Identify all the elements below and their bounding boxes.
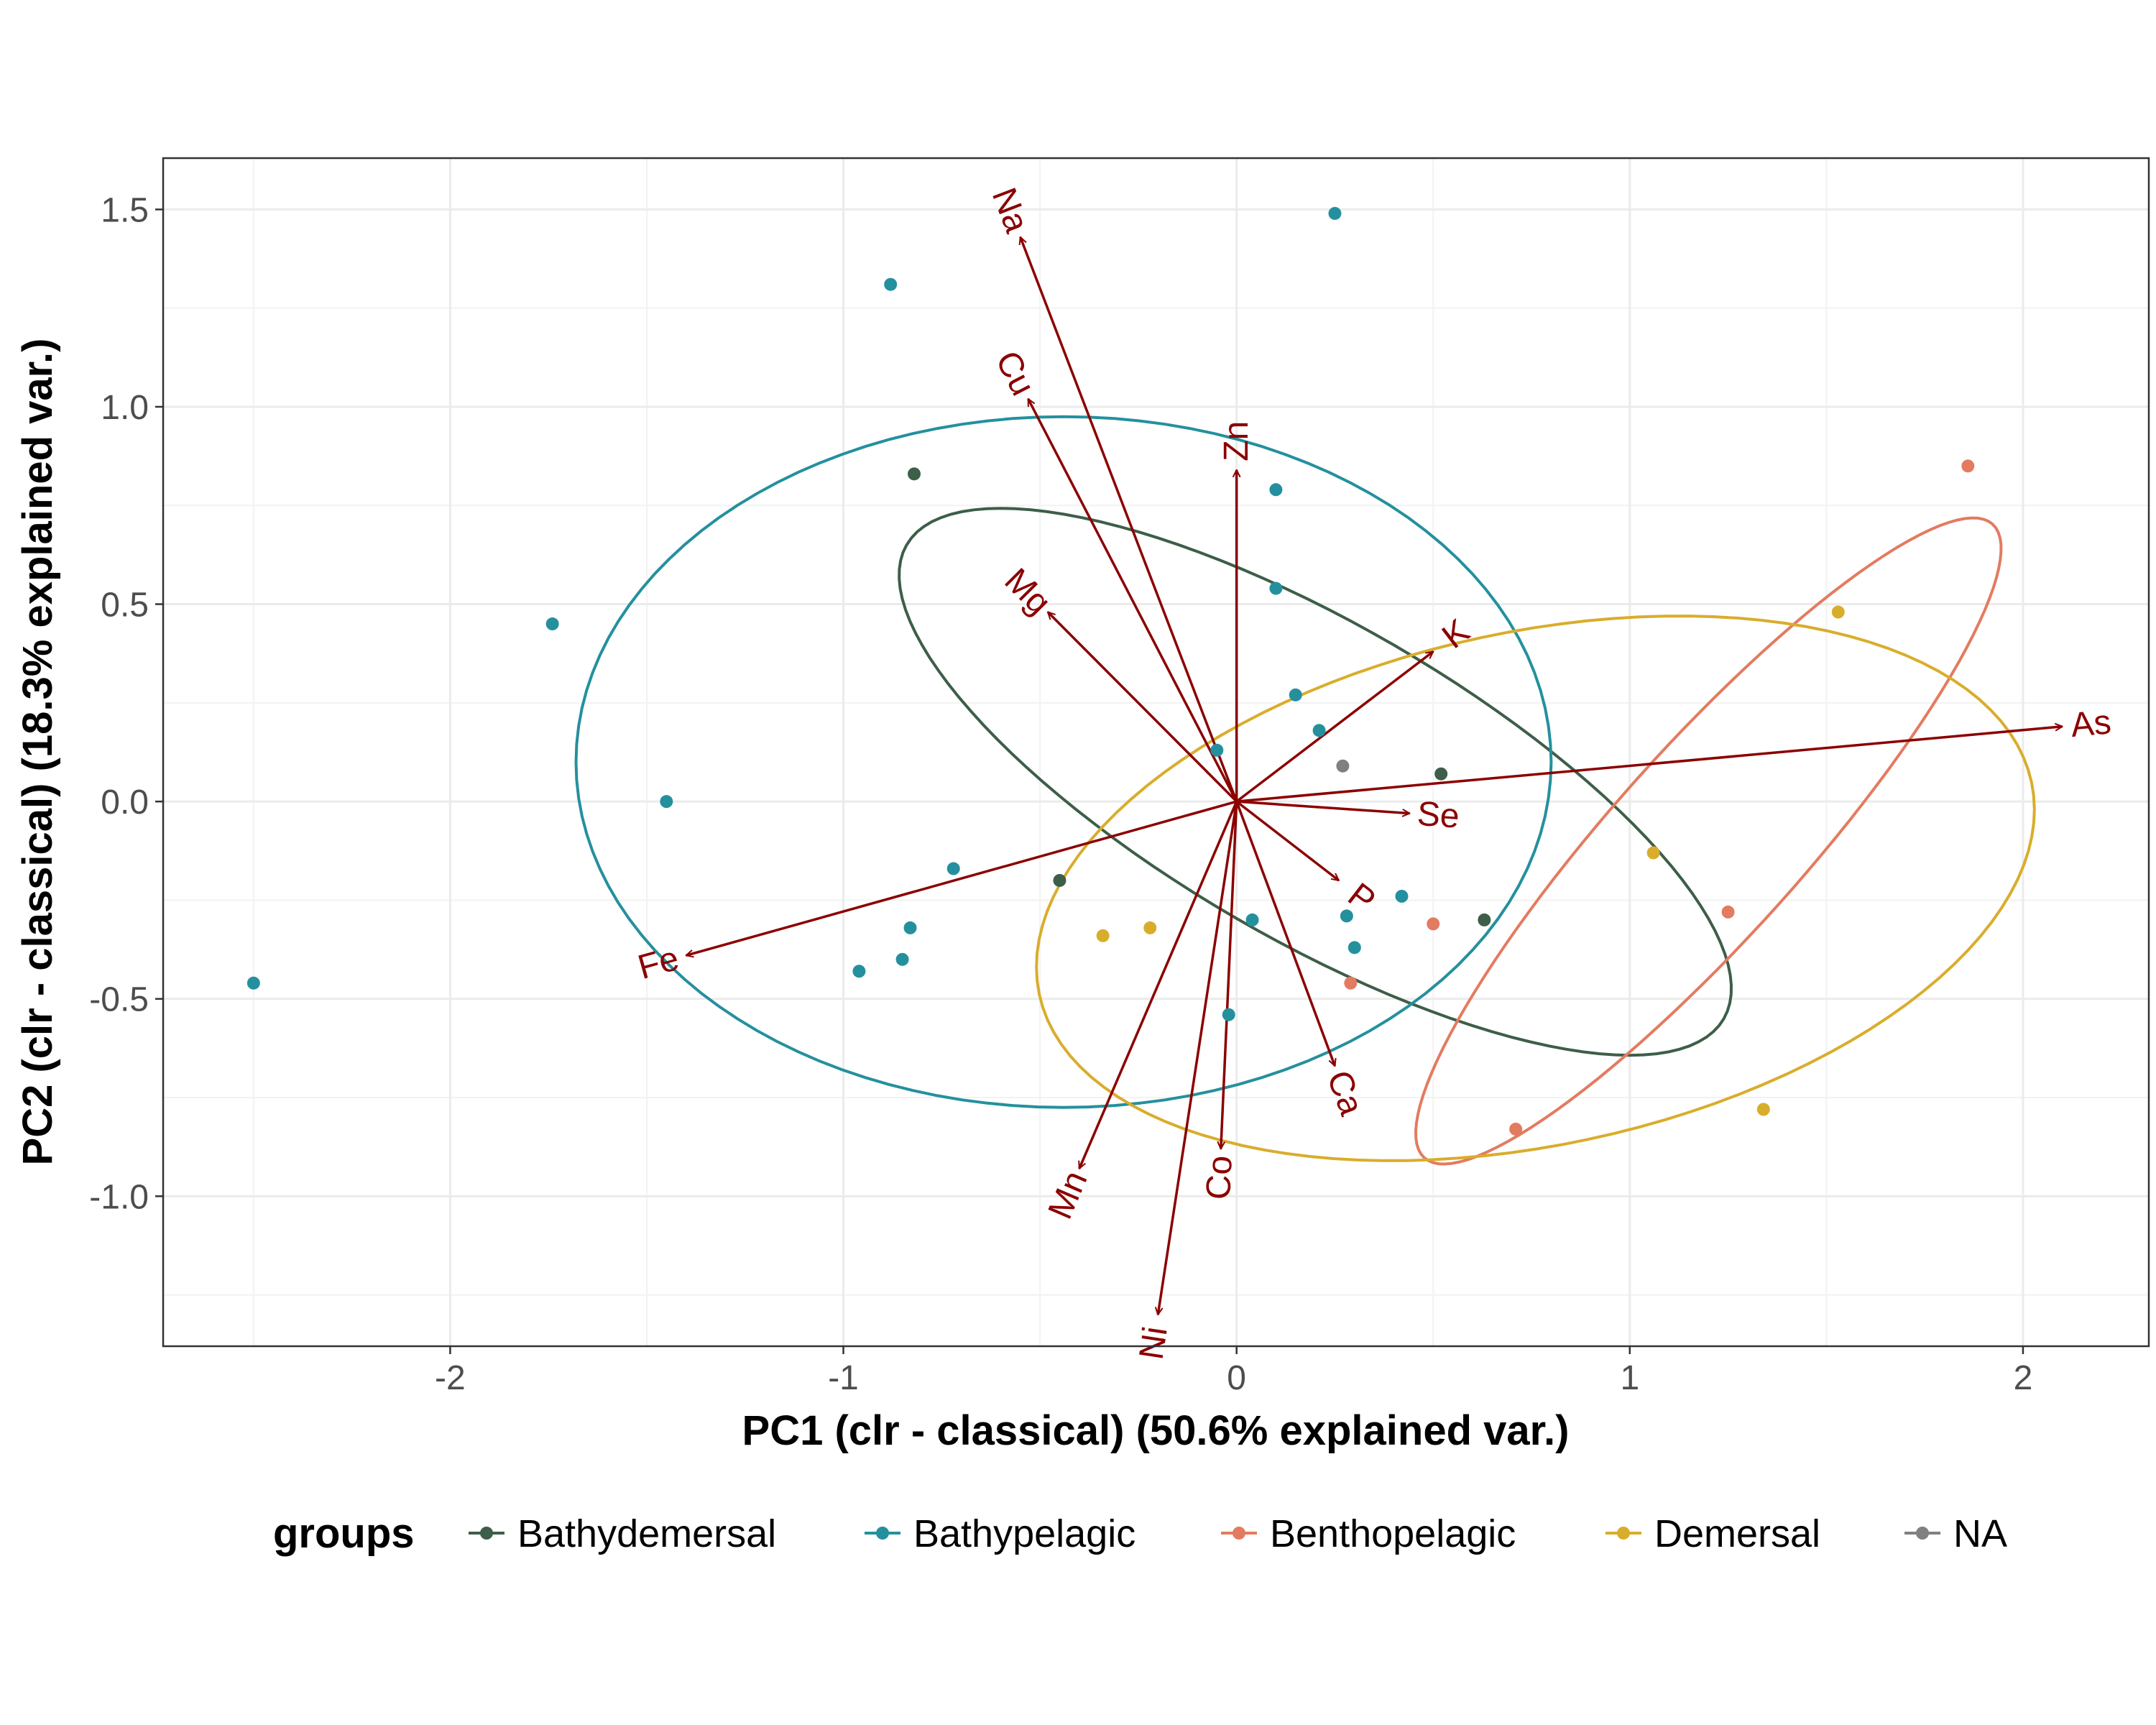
point-demersal	[1096, 929, 1110, 942]
loading-arrow-mn	[1079, 801, 1238, 1169]
point-bathydemersal	[1478, 913, 1491, 926]
point-bathypelagic	[946, 862, 960, 875]
loading-arrow-se	[1236, 800, 1410, 813]
legend-label-benthopelagic: Benthopelagic	[1270, 1512, 1516, 1555]
point-benthopelagic	[1509, 1122, 1523, 1136]
point-bathypelagic	[1289, 688, 1302, 702]
loading-label-as: As	[2069, 703, 2113, 745]
y-tick-label: 1.0	[101, 389, 149, 427]
point-bathydemersal	[1434, 767, 1448, 781]
point-bathydemersal	[1053, 873, 1067, 887]
axis-ticks: -2 -1 0 1 2 -1.0 -0.5 0.0 0.5 1.0 1.5	[89, 191, 2032, 1397]
x-tick-label: -2	[435, 1359, 466, 1397]
point-na	[1336, 759, 1350, 773]
point-bathypelagic	[247, 976, 260, 990]
legend-key-point-bathypelagic	[876, 1527, 889, 1540]
ellipse-bathypelagic	[574, 415, 1553, 1109]
y-tick-label: 0.0	[101, 783, 149, 822]
loading-arrow-mg	[1048, 612, 1238, 803]
legend: groups Bathydemersal Bathypelagic Benthopel…	[273, 1510, 2007, 1557]
loading-arrow-na	[1021, 237, 1238, 802]
legend-title: groups	[273, 1510, 415, 1557]
point-bathypelagic	[1312, 724, 1326, 737]
loading-arrow-cu	[1027, 399, 1238, 802]
x-axis-title: PC1 (clr - classical) (50.6% explained v…	[742, 1407, 1570, 1454]
point-bathypelagic	[1328, 206, 1342, 220]
legend-key-point-bathydemersal	[480, 1527, 493, 1540]
loading-arrow-as	[1236, 727, 2063, 803]
legend-key-point-demersal	[1617, 1527, 1630, 1540]
legend-label-bathypelagic: Bathypelagic	[913, 1512, 1135, 1555]
point-bathypelagic	[1222, 1008, 1235, 1021]
plot-panel-border	[162, 157, 2150, 1348]
point-benthopelagic	[1961, 459, 1975, 473]
point-demersal	[1143, 921, 1157, 934]
y-tick-label: -1.0	[89, 1178, 149, 1216]
point-bathypelagic	[895, 952, 909, 966]
point-bathydemersal	[908, 467, 921, 481]
legend-label-bathydemersal: Bathydemersal	[517, 1512, 776, 1555]
ellipse-bathydemersal	[898, 507, 1733, 1057]
point-bathypelagic	[660, 795, 673, 809]
point-benthopelagic	[1344, 976, 1358, 990]
legend-label-na: NA	[1953, 1512, 2007, 1555]
ellipse-benthopelagic	[1414, 516, 2003, 1166]
point-bathypelagic	[1269, 581, 1283, 595]
point-bathypelagic	[852, 965, 866, 978]
point-bathypelagic	[1245, 913, 1259, 926]
loading-arrow-ca	[1235, 801, 1335, 1066]
legend-key-point-na	[1916, 1527, 1929, 1540]
x-tick-label: 1	[1620, 1359, 1639, 1397]
loading-arrow-k	[1235, 650, 1434, 803]
loading-label-ni: Ni	[1133, 1324, 1175, 1362]
point-bathypelagic	[903, 921, 917, 934]
y-tick-label: 0.5	[101, 586, 149, 625]
data-points	[247, 206, 1975, 1136]
x-tick-label: -1	[828, 1359, 859, 1397]
point-bathypelagic	[1348, 941, 1361, 954]
point-bathypelagic	[884, 277, 898, 291]
point-demersal	[1756, 1103, 1770, 1116]
point-benthopelagic	[1721, 905, 1735, 919]
loading-label-se: Se	[1416, 795, 1460, 836]
y-tick-label: 1.5	[101, 191, 149, 229]
point-benthopelagic	[1427, 917, 1440, 931]
point-bathypelagic	[1210, 743, 1224, 757]
point-demersal	[1646, 846, 1660, 860]
point-bathypelagic	[1340, 909, 1353, 923]
x-tick-label: 0	[1227, 1359, 1246, 1397]
loading-label-co: Co	[1199, 1155, 1240, 1201]
x-tick-label: 2	[2014, 1359, 2033, 1397]
loading-arrow-ni	[1158, 801, 1238, 1315]
confidence-ellipses	[574, 415, 2036, 1166]
point-bathypelagic	[1395, 889, 1409, 903]
y-axis-title: PC2 (clr - classical) (18.3% explained v…	[14, 339, 61, 1166]
loading-label-zn: Zn	[1217, 421, 1256, 461]
loading-arrow-fe	[686, 800, 1238, 955]
loading-arrow-co	[1221, 801, 1238, 1149]
legend-key-point-benthopelagic	[1233, 1527, 1245, 1540]
point-bathypelagic	[1269, 483, 1283, 497]
point-bathypelagic	[545, 617, 559, 631]
ellipse-demersal	[1035, 615, 2036, 1162]
legend-label-demersal: Demersal	[1654, 1512, 1820, 1555]
y-tick-label: -0.5	[89, 981, 149, 1019]
point-demersal	[1831, 605, 1845, 619]
loading-arrow-p	[1235, 800, 1339, 882]
